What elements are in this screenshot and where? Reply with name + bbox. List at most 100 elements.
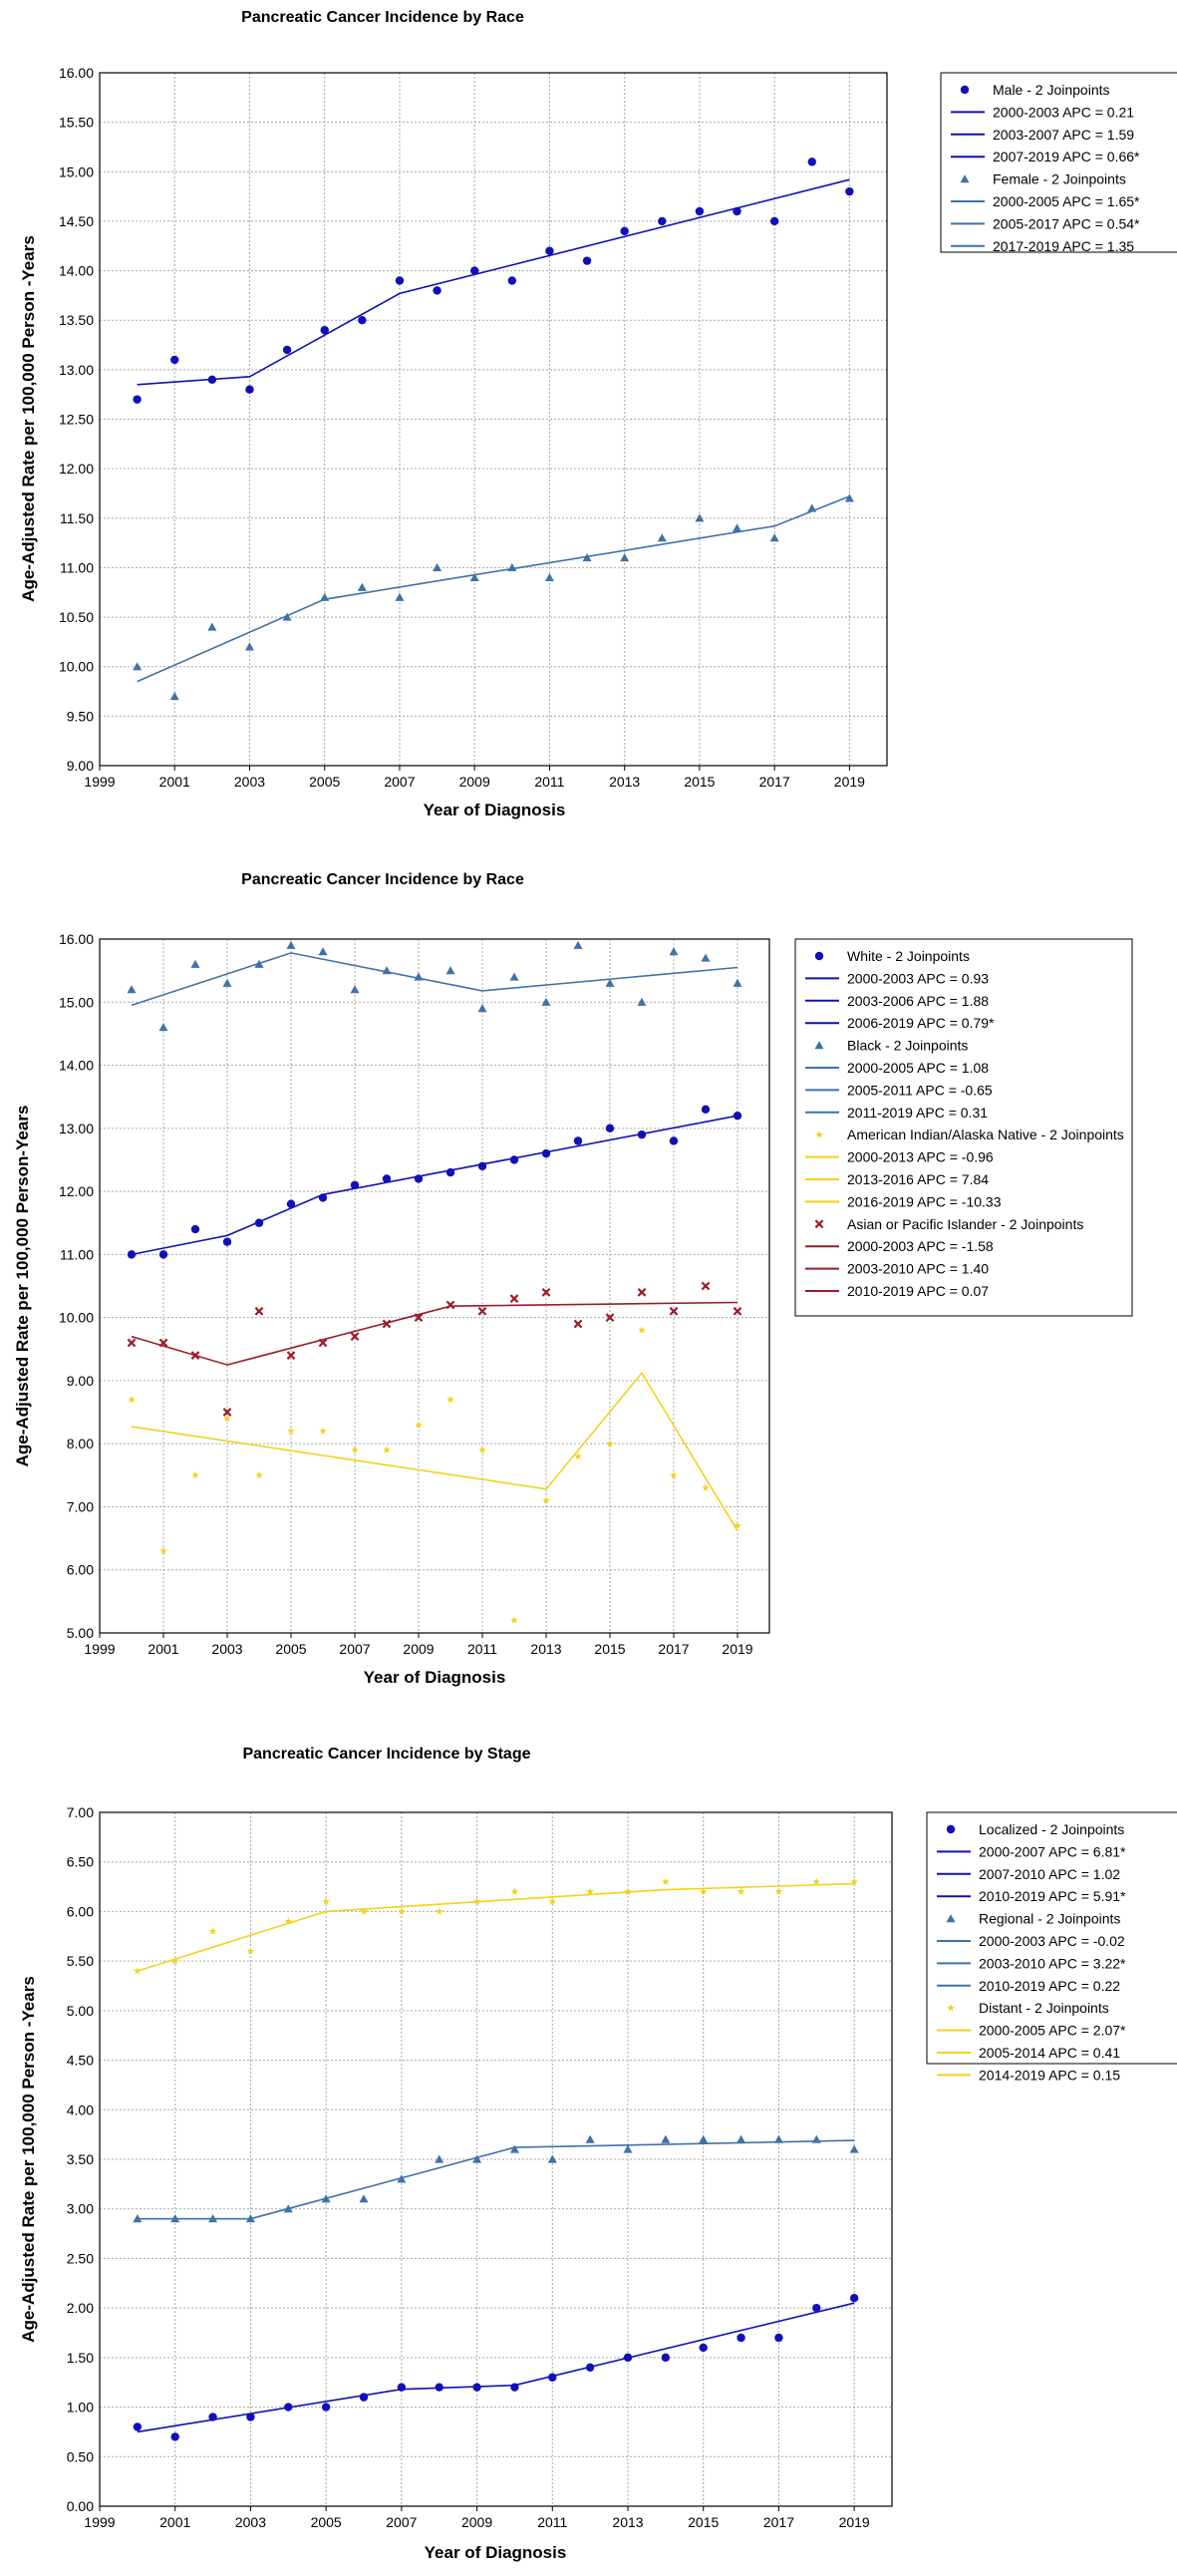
- x-tick-label: 2007: [339, 1641, 370, 1657]
- data-point: [669, 1136, 679, 1145]
- data-point: [807, 158, 816, 166]
- data-point: [510, 1887, 519, 1895]
- y-tick-label: 7.00: [67, 1498, 94, 1514]
- data-point: [207, 375, 217, 384]
- legend-box: [940, 72, 1177, 253]
- data-point: [769, 533, 779, 542]
- y-tick-label: 7.00: [67, 1804, 94, 1820]
- legend-segment: 2013-2016 APC = 7.84: [847, 1171, 989, 1187]
- data-point: [170, 2432, 179, 2441]
- x-tick-label: 2009: [403, 1641, 434, 1657]
- data-point: [357, 582, 367, 591]
- data-point: [582, 256, 592, 265]
- data-point: [254, 1218, 264, 1227]
- data-point: [849, 2144, 859, 2153]
- data-point: [351, 1446, 359, 1453]
- data-point: [433, 562, 442, 572]
- data-point: [509, 972, 519, 981]
- data-point: [605, 1313, 615, 1323]
- chart-title: Pancreatic Cancer Incidence by Stage: [242, 1746, 530, 1763]
- x-tick-label: 2001: [147, 1641, 178, 1657]
- series-white: [127, 1105, 742, 1259]
- legend-entry: American Indian/Alaska Native - 2 Joinpo…: [847, 1127, 1124, 1142]
- data-point: [477, 1161, 487, 1170]
- y-tick-label: 9.00: [67, 1373, 94, 1389]
- y-tick-label: 4.00: [67, 2101, 94, 2117]
- data-point: [283, 2204, 293, 2213]
- y-tick-label: 2.00: [67, 2300, 94, 2316]
- legend-segment: 2003-2010 APC = 3.22*: [979, 1955, 1126, 1971]
- y-tick-label: 16.00: [59, 931, 94, 947]
- plot-area: [100, 73, 887, 766]
- x-tick-label: 2005: [275, 1641, 306, 1657]
- x-tick-label: 1999: [84, 1641, 115, 1657]
- data-point: [605, 978, 615, 987]
- data-point: [318, 1193, 328, 1202]
- data-point: [414, 972, 424, 981]
- y-tick-label: 3.50: [67, 2151, 94, 2167]
- data-point: [637, 1129, 647, 1139]
- legend-segment: 2014-2019 APC = 0.15: [979, 2067, 1120, 2083]
- data-point: [395, 592, 405, 601]
- data-point: [585, 2134, 595, 2143]
- legend: Localized - 2 Joinpoints 2000-2007 APC = …: [926, 1811, 1177, 2083]
- legend-segment: 2000-2005 APC = 1.65*: [993, 193, 1140, 209]
- data-point: [850, 1877, 858, 1885]
- data-point: [244, 642, 254, 651]
- data-point: [395, 276, 405, 285]
- data-point: [414, 1174, 424, 1183]
- data-point: [774, 2333, 783, 2343]
- series-distant: [134, 1877, 858, 1975]
- data-point: [282, 345, 292, 355]
- data-point: [382, 1319, 392, 1329]
- y-tick-label: 10.00: [59, 1310, 94, 1326]
- data-point: [158, 1023, 168, 1032]
- data-point: [620, 553, 630, 562]
- data-point: [415, 1421, 423, 1429]
- data-point: [158, 1250, 168, 1259]
- data-point: [774, 1887, 783, 1895]
- data-point: [701, 1105, 711, 1115]
- data-point: [573, 940, 583, 949]
- data-point: [190, 1224, 200, 1234]
- x-tick-label: 2017: [658, 1641, 689, 1657]
- legend-segment: 2006-2019 APC = 0.79*: [847, 1015, 995, 1031]
- legend-segment: 2003-2010 APC = 1.40: [847, 1261, 989, 1277]
- y-tick-label: 12.00: [59, 1183, 94, 1199]
- legend-segment: 2007-2019 APC = 0.66*: [993, 149, 1140, 164]
- x-tick-label: 2003: [234, 774, 265, 790]
- fit-line: [131, 1115, 738, 1256]
- y-axis-label: Age-Adjusted Rate per 100,000 Person -Ye…: [19, 235, 38, 602]
- legend-entry: Asian or Pacific Islander - 2 Joinpoints: [847, 1216, 1083, 1232]
- legend-entry: Female - 2 Joinpoints: [993, 171, 1126, 187]
- y-tick-label: 13.00: [59, 362, 94, 378]
- y-tick-label: 9.50: [67, 708, 94, 724]
- y-tick-label: 4.50: [67, 2053, 94, 2069]
- data-point: [695, 206, 705, 216]
- data-point: [127, 1338, 137, 1348]
- data-point: [699, 2343, 708, 2353]
- data-point: [245, 385, 254, 394]
- legend-segment: 2003-2006 APC = 1.88: [847, 993, 989, 1009]
- x-tick-label: 2005: [309, 774, 340, 790]
- data-point: [208, 2214, 218, 2223]
- legend-marker: [946, 1914, 956, 1923]
- data-point: [358, 316, 367, 325]
- legend-marker: [947, 2004, 955, 2012]
- data-point: [445, 1167, 455, 1177]
- legend-box: [926, 1811, 1177, 2065]
- x-axis-label: Year of Diagnosis: [364, 1668, 506, 1687]
- plot-area: [100, 939, 769, 1633]
- legend-segment: 2010-2019 APC = 5.91*: [979, 1888, 1126, 1904]
- legend: White - 2 Joinpoints 2000-2003 APC = 0.93…: [794, 938, 1133, 1317]
- data-point: [658, 216, 667, 226]
- legend-entry: Distant - 2 Joinpoints: [979, 2000, 1109, 2016]
- data-point: [701, 1281, 711, 1291]
- data-point: [398, 1907, 406, 1915]
- legend-entry: Regional - 2 Joinpoints: [979, 1911, 1120, 1927]
- x-tick-label: 2019: [834, 774, 865, 790]
- data-point: [477, 1306, 487, 1316]
- data-point: [320, 592, 330, 601]
- data-point: [286, 1351, 296, 1360]
